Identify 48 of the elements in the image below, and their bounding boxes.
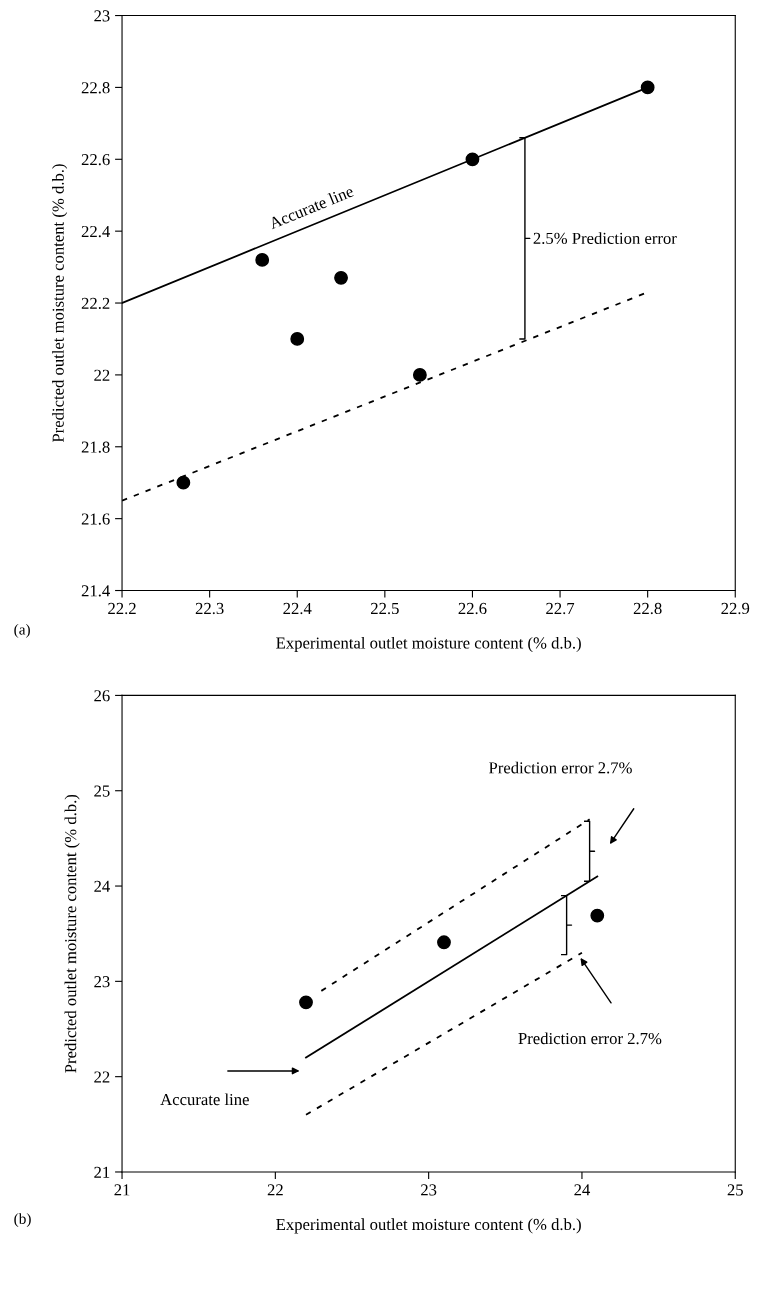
y-tick-label: 21.6 <box>81 513 110 525</box>
annotation: 2.5% Prediction error <box>533 232 677 245</box>
x-tick-label: 22 <box>267 1184 283 1196</box>
point <box>290 332 305 346</box>
point <box>299 995 313 1010</box>
point <box>255 253 270 267</box>
y-axis-title: Predicted outlet moisture content (% d.b.) <box>52 164 68 443</box>
y-tick-label: 21 <box>94 1166 110 1178</box>
x-tick-label: 22.5 <box>371 602 399 615</box>
x-tick-label: 22.7 <box>546 602 575 615</box>
y-tick-label: 22 <box>94 369 110 381</box>
x-tick-label: 23 <box>421 1184 437 1196</box>
y-tick-label: 22.6 <box>81 154 110 166</box>
x-tick-label: 24 <box>574 1184 591 1196</box>
y-tick-label: 21.4 <box>81 585 110 597</box>
x-tick-label: 22.3 <box>195 602 224 615</box>
y-axis-title: Predicted outlet moisture content (% d.b.) <box>64 794 80 1073</box>
point <box>590 908 605 923</box>
x-tick-label: 22.9 <box>721 602 750 615</box>
point <box>176 475 191 490</box>
point <box>465 152 480 167</box>
x-tick-label: 22.2 <box>108 602 136 615</box>
y-tick-label: 21.8 <box>81 441 110 453</box>
y-tick-label: 23 <box>94 976 110 988</box>
x-tick-label: 22.6 <box>458 602 487 615</box>
x-axis-title: Experimental outlet moisture content (% d.b.) <box>276 636 581 652</box>
annotation: Prediction error 2.7% <box>518 1032 662 1045</box>
point <box>412 367 427 382</box>
y-tick-label: 22.4 <box>81 225 110 238</box>
y-tick-label: 26 <box>94 690 110 702</box>
x-axis-title: Experimental outlet moisture content (% d.b.) <box>276 1218 581 1234</box>
y-tick-label: 22 <box>94 1071 110 1083</box>
annotation: Accurate line <box>160 1093 249 1106</box>
text: (b) <box>14 1213 31 1228</box>
y-tick-label: 22.8 <box>81 82 110 94</box>
text: (a) <box>14 623 30 638</box>
point <box>437 935 451 950</box>
point <box>640 80 655 95</box>
annotation: Prediction error 2.7% <box>489 761 632 774</box>
y-tick-label: 25 <box>94 785 110 797</box>
x-tick-label: 22.4 <box>283 602 312 615</box>
y-tick-label: 24 <box>94 880 110 892</box>
x-tick-label: 21 <box>114 1184 130 1196</box>
x-tick-label: 25 <box>727 1184 743 1196</box>
point <box>334 270 348 285</box>
x-tick-label: 22.8 <box>633 602 662 615</box>
y-tick-label: 22.2 <box>81 297 110 310</box>
y-tick-label: 23 <box>94 10 110 22</box>
